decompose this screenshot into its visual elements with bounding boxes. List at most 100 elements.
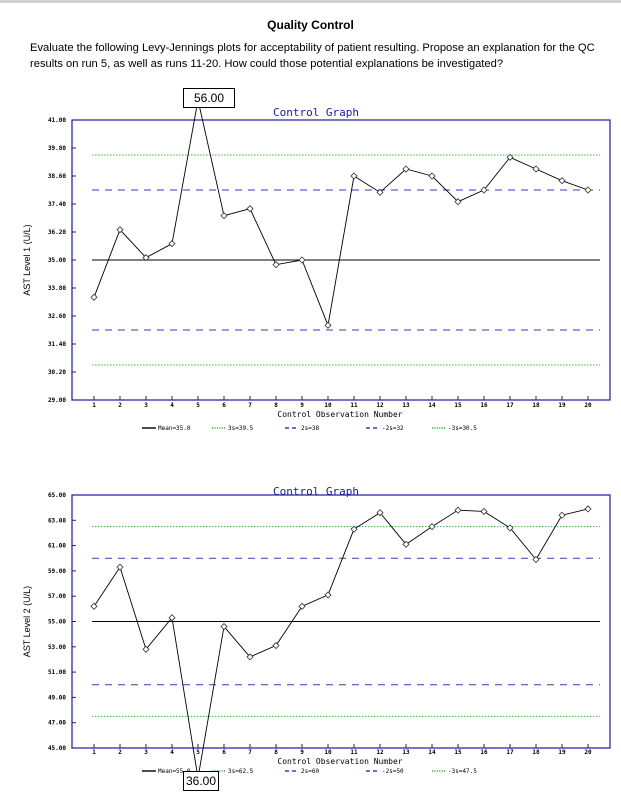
y-tick-label: 32.60 — [48, 313, 66, 320]
y-tick-label: 36.20 — [48, 229, 66, 236]
x-tick-label: 11 — [350, 402, 358, 409]
x-tick-label: 5 — [196, 402, 200, 409]
legend-label: -3s=47.5 — [448, 768, 477, 775]
x-axis-label: Control Observation Number — [277, 410, 402, 419]
run5-value-callout: 56.00 — [183, 88, 235, 108]
y-tick-label: 37.40 — [48, 201, 66, 208]
data-point — [558, 177, 566, 185]
legend-label: -3s=30.5 — [448, 425, 477, 432]
data-point — [246, 205, 254, 213]
x-tick-label: 8 — [274, 402, 278, 409]
data-point — [584, 505, 592, 513]
page-top-rule — [0, 0, 621, 3]
x-tick-label: 3 — [144, 749, 148, 756]
data-point — [142, 645, 150, 653]
data-point — [584, 186, 592, 194]
data-point — [454, 198, 462, 206]
data-point — [168, 614, 176, 622]
y-tick-label: 55.00 — [48, 619, 66, 626]
y-tick-label: 47.00 — [48, 720, 66, 727]
data-point — [272, 261, 280, 269]
legend-label: -2s=50 — [382, 768, 404, 775]
data-point — [324, 321, 332, 329]
y-tick-label: 63.00 — [48, 517, 66, 524]
y-tick-label: 61.00 — [48, 543, 66, 550]
x-tick-label: 20 — [584, 402, 592, 409]
x-tick-label: 6 — [222, 402, 226, 409]
data-point — [480, 186, 488, 194]
data-point — [246, 653, 254, 661]
y-tick-label: 45.00 — [48, 745, 66, 752]
x-tick-label: 10 — [324, 402, 332, 409]
data-point — [402, 540, 410, 548]
x-tick-label: 13 — [402, 402, 410, 409]
x-tick-label: 11 — [350, 749, 358, 756]
question-text: Evaluate the following Levy-Jennings plo… — [30, 42, 595, 70]
data-point — [506, 153, 514, 161]
y-tick-label: 51.00 — [48, 669, 66, 676]
y-tick-label: 35.00 — [48, 257, 66, 264]
data-point — [376, 509, 384, 517]
y-tick-label: 57.00 — [48, 593, 66, 600]
data-point — [142, 254, 150, 262]
x-tick-label: 14 — [428, 749, 436, 756]
x-tick-label: 7 — [248, 749, 252, 756]
run5-value-callout: 36.00 — [183, 771, 219, 791]
data-point — [480, 507, 488, 516]
x-tick-label: 7 — [248, 402, 252, 409]
y-tick-label: 41.00 — [48, 117, 66, 124]
data-point — [116, 226, 124, 234]
chart-title: Control Graph — [273, 106, 359, 119]
data-point — [506, 524, 514, 532]
data-point — [350, 172, 358, 180]
x-tick-label: 1 — [92, 749, 96, 756]
data-point — [272, 641, 280, 650]
x-tick-label: 18 — [532, 402, 540, 409]
x-tick-label: 9 — [300, 402, 304, 409]
legend-label: Mean=35.0 — [158, 425, 191, 432]
x-tick-label: 9 — [300, 749, 304, 756]
x-tick-label: 4 — [170, 749, 174, 756]
chart-title: Control Graph — [273, 485, 359, 498]
page-title: Quality Control — [267, 18, 354, 32]
data-point — [402, 165, 410, 173]
data-point — [90, 293, 98, 301]
data-point — [168, 240, 176, 248]
data-point — [376, 188, 384, 196]
y-tick-label: 53.00 — [48, 644, 66, 651]
legend-label: 2s=60 — [301, 768, 319, 775]
x-tick-label: 18 — [532, 749, 540, 756]
data-point — [298, 256, 306, 264]
x-tick-label: 1 — [92, 402, 96, 409]
data-point — [350, 525, 358, 533]
data-point — [324, 591, 332, 599]
series-line — [93, 508, 589, 779]
x-tick-label: 2 — [118, 749, 122, 756]
x-tick-label: 3 — [144, 402, 148, 409]
x-tick-label: 5 — [196, 749, 200, 756]
levey-jennings-chart-level-1: Control Graph41.0039.8038.6037.4036.2035… — [22, 100, 611, 432]
y-tick-label: 33.80 — [48, 285, 66, 292]
x-tick-label: 2 — [118, 402, 122, 409]
data-point — [220, 212, 228, 220]
legend-label: 2s=38 — [301, 425, 319, 432]
data-point — [428, 172, 436, 180]
x-tick-label: 10 — [324, 749, 332, 756]
x-tick-label: 14 — [428, 402, 436, 409]
legend-label: 3s=62.5 — [228, 768, 254, 775]
x-tick-label: 19 — [558, 402, 566, 409]
data-point — [558, 511, 566, 519]
x-tick-label: 15 — [454, 402, 462, 409]
x-axis-label: Control Observation Number — [277, 757, 402, 766]
y-tick-label: 29.00 — [48, 397, 66, 404]
legend-label: 3s=39.5 — [228, 425, 254, 432]
x-tick-label: 12 — [376, 749, 384, 756]
y-tick-label: 65.00 — [48, 492, 66, 499]
data-point — [532, 165, 540, 173]
x-tick-label: 16 — [480, 749, 488, 756]
data-point — [116, 563, 124, 571]
y-axis-label: AST Level 1 (U/L) — [22, 224, 32, 295]
x-tick-label: 12 — [376, 402, 384, 409]
legend-label: -2s=32 — [382, 425, 404, 432]
data-point — [298, 602, 306, 610]
